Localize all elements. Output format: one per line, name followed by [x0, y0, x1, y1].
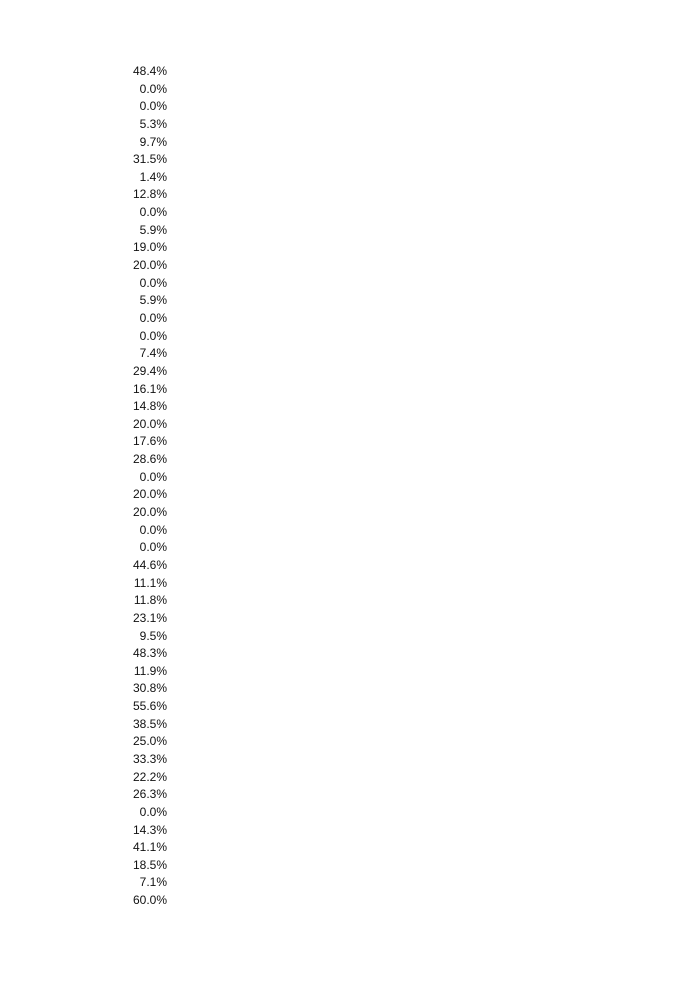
- percentage-value: 28.6%: [132, 452, 167, 467]
- percentage-value: 25.0%: [132, 734, 167, 749]
- percentage-value: 11.8%: [133, 593, 167, 608]
- percentage-value: 26.3%: [132, 787, 167, 802]
- percentage-value: 7.1%: [139, 875, 167, 890]
- percentage-value: 31.5%: [132, 152, 167, 167]
- percentage-value: 17.6%: [132, 434, 167, 449]
- percentage-value: 20.0%: [132, 416, 167, 431]
- percentage-value: 0.0%: [139, 275, 167, 290]
- percentage-value: 44.6%: [132, 557, 167, 572]
- percentage-value: 60.0%: [132, 893, 167, 908]
- percentage-value: 33.3%: [132, 751, 167, 766]
- percentage-value: 0.0%: [139, 469, 167, 484]
- percentage-value: 5.9%: [139, 222, 167, 237]
- percentage-value: 0.0%: [139, 81, 167, 96]
- percentage-value: 0.0%: [139, 522, 167, 537]
- percentage-value: 7.4%: [139, 346, 167, 361]
- percentage-value: 14.8%: [132, 399, 167, 414]
- percentage-value: 5.3%: [139, 116, 167, 131]
- percentage-value: 11.9%: [133, 663, 167, 678]
- percentage-value: 9.7%: [139, 134, 167, 149]
- percentage-value: 20.0%: [132, 258, 167, 273]
- percentage-value: 48.4%: [132, 64, 167, 78]
- percentage-value: 11.1%: [133, 575, 167, 590]
- percentage-value: 19.0%: [132, 240, 167, 255]
- percentage-value: 0.0%: [139, 328, 167, 343]
- percentage-value: 20.0%: [132, 505, 167, 520]
- percentage-value: 48.3%: [132, 646, 167, 661]
- percentage-value: 1.4%: [139, 169, 167, 184]
- percentage-value: 29.4%: [132, 363, 167, 378]
- percentage-value: 20.0%: [132, 487, 167, 502]
- percentage-value: 23.1%: [132, 610, 167, 625]
- percentage-value: 5.9%: [139, 293, 167, 308]
- percentage-value: 0.0%: [139, 99, 167, 114]
- percentage-value: 38.5%: [132, 716, 167, 731]
- percentage-value: 0.0%: [139, 804, 167, 819]
- percentage-value: 0.0%: [139, 540, 167, 555]
- percentage-column: 48.4% 0.0% 0.0% 5.3% 9.7% 31.5% 1.4% 12.8% 0.0% 5…: [100, 63, 167, 910]
- percentage-value: 0.0%: [139, 205, 167, 220]
- percentage-value: 9.5%: [139, 628, 167, 643]
- percentage-value: 0.0%: [139, 310, 167, 325]
- percentage-value: 16.1%: [132, 381, 167, 396]
- percentage-value: 41.1%: [132, 840, 167, 855]
- percentage-value: 18.5%: [132, 857, 167, 872]
- percentage-value: 55.6%: [132, 699, 167, 714]
- percentage-value: 12.8%: [132, 187, 167, 202]
- percentage-value: 14.3%: [132, 822, 167, 837]
- percentage-value: 30.8%: [132, 681, 167, 696]
- percentage-value: 22.2%: [132, 769, 167, 784]
